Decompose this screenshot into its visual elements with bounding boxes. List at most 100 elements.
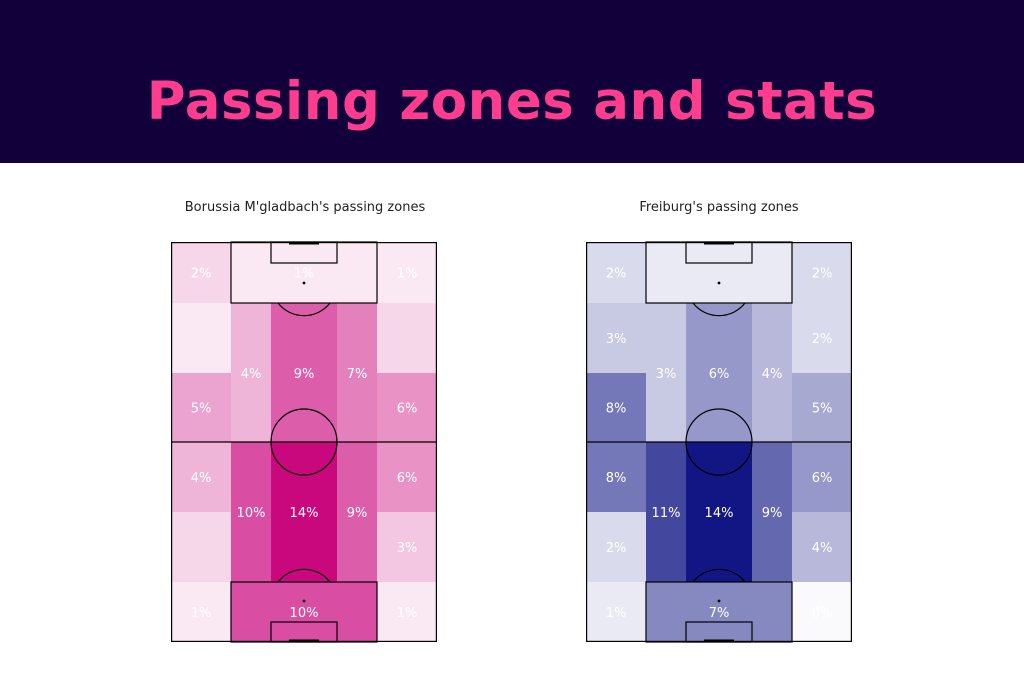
gladbach-zone-cell <box>171 303 231 373</box>
freiburg-zone-cell <box>792 442 852 512</box>
freiburg-zone-label: 5% <box>812 402 833 417</box>
freiburg-zone-cell <box>686 373 752 442</box>
gladbach-zone-cell <box>337 303 377 373</box>
freiburg-zone-cell <box>646 242 792 303</box>
freiburg-zone-label: 1% <box>606 606 627 621</box>
gladbach-zone-cell <box>377 512 437 582</box>
freiburg-zone-label: 4% <box>812 541 833 556</box>
freiburg-zone-label: 11% <box>652 506 681 521</box>
freiburg-zone-cell <box>586 242 646 303</box>
gladbach-zone-label: 14% <box>290 506 319 521</box>
gladbach-zone-cell <box>377 303 437 373</box>
gladbach-zone-label: 1% <box>294 267 315 282</box>
freiburg-zone-cell <box>586 582 646 642</box>
gladbach-zone-cell <box>231 582 377 642</box>
gladbach-zone-cell <box>377 582 437 642</box>
penalty-arc-top <box>277 302 331 317</box>
penalty-spot-bottom <box>302 599 306 603</box>
gladbach-zone-cell <box>231 512 271 582</box>
header-banner: Passing zones and stats <box>0 0 1024 163</box>
freiburg-zone-cell <box>792 303 852 373</box>
gladbach-zone-label: 4% <box>191 471 212 486</box>
freiburg-zone-label: 7% <box>709 606 730 621</box>
gladbach-zone-cell <box>377 242 437 303</box>
freiburg-zone-label: 3% <box>606 332 627 347</box>
freiburg-zone-label: 6% <box>812 471 833 486</box>
gladbach-zone-cell <box>231 303 271 373</box>
gladbach-zone-label: 9% <box>347 506 368 521</box>
centre-circle <box>685 408 753 476</box>
gladbach-zone-label: 9% <box>294 367 315 382</box>
freiburg-zone-cell <box>646 582 792 642</box>
gladbach-zone-cell <box>231 442 271 512</box>
gladbach-zone-cell <box>271 442 337 512</box>
gladbach-zone-cell <box>231 373 271 442</box>
freiburg-zone-label: 2% <box>812 267 833 282</box>
page-title: Passing zones and stats <box>146 71 878 132</box>
freiburg-zone-label: 0% <box>812 606 833 621</box>
freiburg-chart-title: Freiburg's passing zones <box>639 200 799 215</box>
freiburg-zone-label: 6% <box>709 367 730 382</box>
gladbach-zone-cell <box>171 582 231 642</box>
gladbach-zone-label: 5% <box>191 402 212 417</box>
freiburg-zone-cell <box>586 512 646 582</box>
freiburg-zone-cell <box>792 242 852 303</box>
freiburg-zone-label: 4% <box>762 367 783 382</box>
freiburg-zone-label: 3% <box>656 367 677 382</box>
freiburg-zone-cell <box>686 512 752 582</box>
freiburg-passing-zones-heatmap: 2% 2% 3% 3% 6% 4% 2% 8% 5% 8% 6% 2% 11% 14% 9% 4% 1% 7% 0% <box>586 241 852 643</box>
freiburg-zone-cell <box>752 442 792 512</box>
penalty-spot-top <box>717 281 721 285</box>
freiburg-zone-cell <box>686 303 752 373</box>
gladbach-zone-cell <box>171 242 231 303</box>
freiburg-zone-label: 2% <box>606 267 627 282</box>
freiburg-zone-label: 8% <box>606 471 627 486</box>
freiburg-zone-label: 9% <box>762 506 783 521</box>
freiburg-zone-cell <box>792 373 852 442</box>
freiburg-zone-cell <box>646 512 686 582</box>
penalty-arc-bottom <box>692 568 746 583</box>
gladbach-zone-cell <box>271 512 337 582</box>
freiburg-zone-cell <box>686 442 752 512</box>
gladbach-zone-label: 6% <box>397 471 418 486</box>
gladbach-zone-label: 10% <box>237 506 266 521</box>
freiburg-zone-cell <box>792 582 852 642</box>
freiburg-zone-label: 14% <box>705 506 734 521</box>
gladbach-zone-cell <box>337 512 377 582</box>
gladbach-zone-cell <box>271 303 337 373</box>
gladbach-zone-cell <box>231 242 377 303</box>
gladbach-zone-cell <box>271 373 337 442</box>
freiburg-zone-cell <box>586 373 646 442</box>
gladbach-zone-cell <box>377 442 437 512</box>
freiburg-zone-cell <box>646 303 686 373</box>
penalty-arc-bottom <box>277 568 331 583</box>
gladbach-zone-label: 2% <box>191 267 212 282</box>
freiburg-zone-cell <box>586 303 646 373</box>
freiburg-zone-label: 2% <box>812 332 833 347</box>
gladbach-zone-label: 3% <box>397 541 418 556</box>
gladbach-zone-label: 4% <box>241 367 262 382</box>
gladbach-zone-cell <box>377 373 437 442</box>
freiburg-zone-label: 2% <box>606 541 627 556</box>
gladbach-zone-label: 1% <box>191 606 212 621</box>
freiburg-zone-cell <box>752 373 792 442</box>
gladbach-zone-label: 10% <box>290 606 319 621</box>
freiburg-zone-cell <box>586 442 646 512</box>
gladbach-zone-cell <box>337 442 377 512</box>
penalty-arc-top <box>692 302 746 317</box>
freiburg-zone-cell <box>646 373 686 442</box>
centre-circle <box>270 408 338 476</box>
gladbach-zone-cell <box>171 373 231 442</box>
gladbach-zone-label: 1% <box>397 606 418 621</box>
gladbach-chart-title: Borussia M'gladbach's passing zones <box>184 200 426 215</box>
freiburg-zone-cell <box>752 512 792 582</box>
freiburg-zone-cell <box>752 303 792 373</box>
gladbach-zone-label: 6% <box>397 402 418 417</box>
freiburg-zone-cell <box>792 512 852 582</box>
gladbach-passing-zones-heatmap: 2% 1% 1% 4% 9% 7% 5% 6% 4% 6% 10% 14% 9% 3% 1% 10% 1% <box>171 241 437 643</box>
gladbach-zone-label: 1% <box>397 267 418 282</box>
freiburg-zone-cell <box>646 442 686 512</box>
penalty-spot-bottom <box>717 599 721 603</box>
gladbach-zone-cell <box>337 373 377 442</box>
gladbach-zone-cell <box>171 442 231 512</box>
